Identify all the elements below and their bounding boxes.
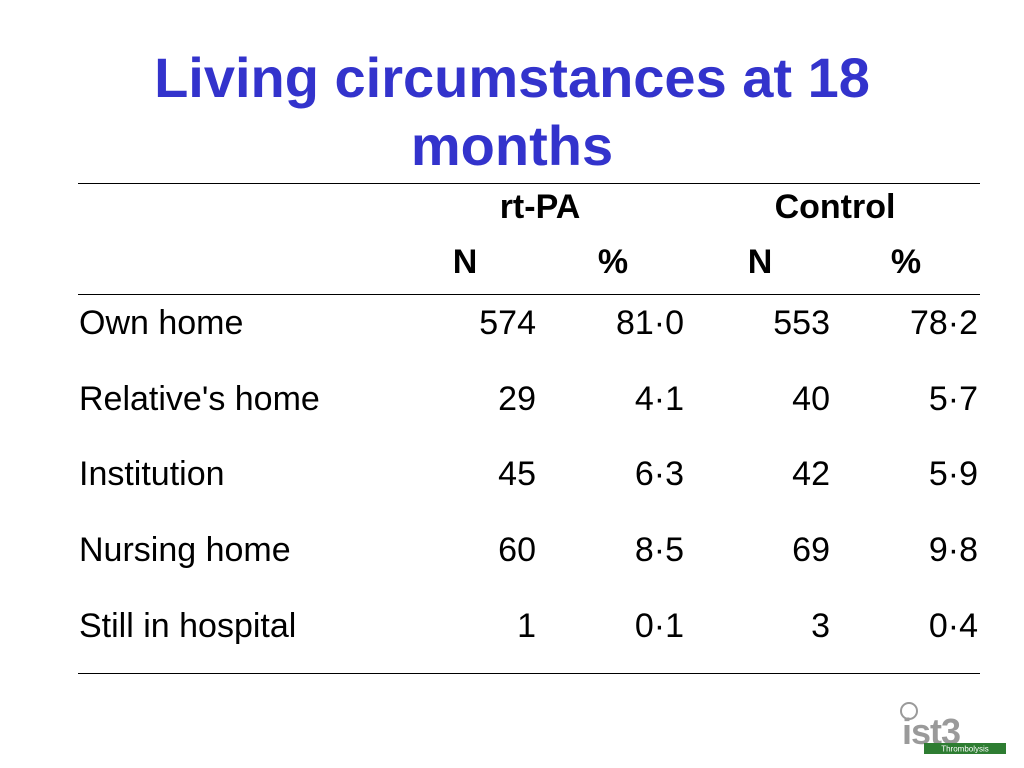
- cell-control-pct: 78·2: [909, 304, 978, 342]
- cell-rtpa-pct: 6·3: [634, 455, 684, 493]
- logo-tagline-bar: [924, 743, 1006, 754]
- cell-rtpa-pct: 81·0: [615, 304, 684, 342]
- subheader-rtpa-pct: %: [597, 243, 629, 281]
- cell-control-n: 40: [792, 380, 830, 418]
- table-bottom-rule: [78, 673, 980, 674]
- subheader-control-n: N: [747, 243, 773, 281]
- ist3-logo: ist3 Thrombolysis: [900, 702, 1006, 754]
- cell-control-n: 42: [792, 455, 830, 493]
- cell-control-pct: 0·4: [928, 607, 978, 645]
- cell-control-n: 3: [811, 607, 830, 645]
- table-top-rule: [78, 183, 980, 184]
- subheader-rtpa-n: N: [452, 243, 478, 281]
- page-title: Living circumstances at 18 months: [154, 46, 870, 177]
- logo-tagline: Thrombolysis: [941, 745, 989, 754]
- cell-control-n: 69: [792, 531, 830, 569]
- row-label: Nursing home: [79, 531, 291, 569]
- cell-control-pct: 5·7: [928, 380, 978, 418]
- row-label: Relative's home: [79, 380, 320, 418]
- logo-dot-icon: [900, 702, 918, 720]
- row-label: Own home: [79, 304, 244, 342]
- group-header-rtpa: rt-PA: [499, 188, 581, 226]
- table-row: Institution 45 6·3 42 5·9: [0, 454, 1024, 494]
- cell-rtpa-n: 29: [498, 380, 536, 418]
- cell-rtpa-pct: 8·5: [634, 531, 684, 569]
- cell-rtpa-n: 60: [498, 531, 536, 569]
- cell-rtpa-pct: 0·1: [634, 607, 684, 645]
- table-row: Relative's home 29 4·1 40 5·7: [0, 379, 1024, 419]
- cell-control-pct: 9·8: [928, 531, 978, 569]
- cell-rtpa-n: 1: [517, 607, 536, 645]
- cell-control-n: 553: [773, 304, 830, 342]
- cell-rtpa-n: 574: [479, 304, 536, 342]
- cell-rtpa-pct: 4·1: [634, 380, 684, 418]
- group-header-control: Control: [774, 188, 896, 226]
- table-row: Own home 574 81·0 553 78·2: [0, 303, 1024, 343]
- cell-rtpa-n: 45: [498, 455, 536, 493]
- cell-control-pct: 5·9: [928, 455, 978, 493]
- row-label: Still in hospital: [79, 607, 297, 645]
- table-header-rule: [78, 294, 980, 295]
- subheader-control-pct: %: [890, 243, 922, 281]
- table-row: Still in hospital 1 0·1 3 0·4: [0, 606, 1024, 646]
- table-row: Nursing home 60 8·5 69 9·8: [0, 530, 1024, 570]
- row-label: Institution: [79, 455, 225, 493]
